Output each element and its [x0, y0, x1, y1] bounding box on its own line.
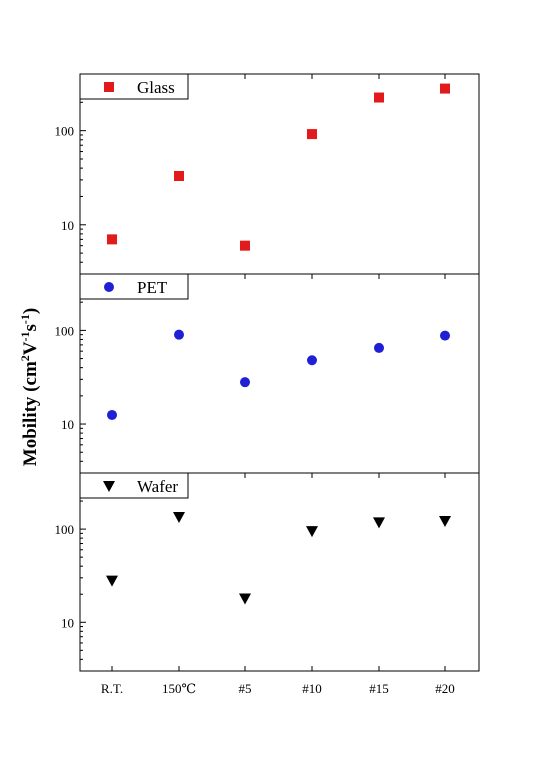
data-point: [240, 377, 250, 388]
data-point: [307, 129, 317, 140]
legend-marker-triangle-down: [103, 481, 115, 492]
data-point: [107, 234, 117, 245]
data-point: [174, 329, 184, 340]
y-tick-label: 100: [55, 323, 75, 338]
data-point: [107, 409, 117, 420]
panel-wafer: 10 100 Wafer: [55, 472, 480, 672]
y-tick-label: 10: [61, 218, 74, 233]
data-point: [240, 240, 250, 251]
y-tick-label: 100: [55, 124, 75, 139]
legend-marker-circle: [104, 282, 114, 292]
y-axis-label: Mobility (cm2V-1s-1): [18, 308, 41, 466]
data-point: [373, 517, 385, 529]
legend-label: PET: [137, 278, 168, 297]
x-tick-labels: R.T. 150℃ #5 #10 #15 #20: [101, 681, 455, 696]
data-point: [239, 593, 251, 605]
data-point: [306, 526, 318, 538]
data-point: [173, 511, 185, 523]
legend: Wafer: [79, 472, 189, 499]
legend-label: Wafer: [137, 477, 178, 496]
data-point: [374, 342, 384, 353]
y-tick-label: 10: [61, 417, 74, 432]
legend-label: Glass: [137, 78, 175, 97]
x-tick-label: #15: [369, 681, 389, 696]
data-point: [440, 330, 450, 341]
x-tick-label: R.T.: [101, 681, 123, 696]
plot-frame: [79, 73, 480, 275]
data-point: [374, 92, 384, 103]
plot-frame: [79, 273, 480, 474]
data-point: [174, 170, 184, 181]
y-tick-label: 100: [55, 522, 75, 537]
data-point: [307, 355, 317, 366]
y-tick-label: 10: [61, 615, 74, 630]
data-point: [439, 516, 451, 528]
legend-box: [79, 73, 189, 100]
x-tick-label: 150℃: [162, 681, 196, 696]
panel-glass: 10 100 Glass: [55, 73, 480, 275]
legend: PET: [79, 273, 189, 300]
legend-box: [79, 273, 189, 300]
legend-marker-square: [104, 82, 114, 92]
legend-box: [79, 472, 189, 499]
panel-pet: 10 100 PET: [55, 273, 480, 474]
x-tick-label: #10: [302, 681, 322, 696]
data-point: [106, 575, 118, 587]
x-tick-label: #20: [435, 681, 455, 696]
legend: Glass: [79, 73, 189, 100]
x-tick-label: #5: [239, 681, 252, 696]
plot-frame: [79, 472, 480, 672]
data-point: [440, 83, 450, 94]
